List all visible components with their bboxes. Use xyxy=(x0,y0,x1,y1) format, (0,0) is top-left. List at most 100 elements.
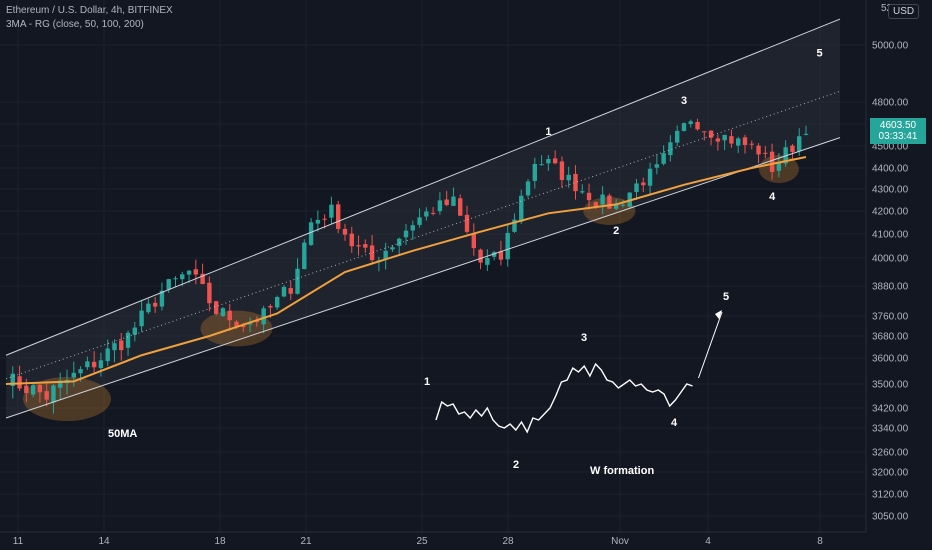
candle-body xyxy=(349,233,354,247)
candle-body xyxy=(288,288,293,294)
price-axis[interactable]: 3050.00 3120.00 3200.00 3260.00 3340.00 3420.… xyxy=(872,3,909,523)
candle-body xyxy=(71,372,76,378)
candle-body xyxy=(546,159,551,164)
date-tick-label: Nov xyxy=(611,536,629,547)
w-formation-drawing: 1 2 3 4 5 xyxy=(424,291,729,471)
candle-body xyxy=(580,191,585,193)
candle-body xyxy=(44,391,49,400)
candle-body xyxy=(573,173,578,192)
candle-body xyxy=(254,320,260,323)
candle-body xyxy=(756,145,761,155)
candle-body xyxy=(674,130,680,143)
price-tick-label: 4000.00 xyxy=(872,254,909,265)
price-tick-label: 3200.00 xyxy=(872,468,909,479)
candle-body xyxy=(186,270,192,275)
candle-body xyxy=(417,217,422,225)
candle-body xyxy=(146,303,151,313)
annotation-50ma: 50MA xyxy=(108,428,137,440)
candle-body xyxy=(607,195,612,209)
candle-body xyxy=(519,195,524,222)
candlesticks xyxy=(10,118,809,414)
candle-body xyxy=(641,182,646,186)
candle-body xyxy=(437,200,443,212)
candle-body xyxy=(498,251,504,260)
candle-body xyxy=(485,258,490,265)
candle-body xyxy=(24,385,29,394)
candle-body xyxy=(464,214,470,232)
candle-body xyxy=(119,340,124,351)
candle-body xyxy=(234,321,239,327)
candle-body xyxy=(268,305,273,308)
wave-labels: 1 2 3 4 5 xyxy=(545,47,822,237)
candle-body xyxy=(363,244,368,248)
price-tick-label-top: 52 xyxy=(881,3,893,14)
candle-body xyxy=(424,211,429,217)
w-arrow-head xyxy=(715,310,722,319)
candle-body xyxy=(173,278,178,280)
w-formation-path xyxy=(435,362,693,434)
candle-body xyxy=(458,198,463,216)
candle-body xyxy=(180,274,185,280)
candle-body xyxy=(647,168,653,186)
price-tick-label: 4500.00 xyxy=(872,142,909,153)
w-label-1: 1 xyxy=(424,376,430,388)
candle-body xyxy=(668,142,673,156)
candle-body xyxy=(532,164,538,181)
date-tick-label: 25 xyxy=(416,536,428,547)
candle-body xyxy=(322,218,327,220)
candle-body xyxy=(749,143,754,145)
candle-body xyxy=(159,290,165,307)
candle-body xyxy=(281,286,287,297)
candle-body xyxy=(708,130,714,138)
bar-countdown: 03:33:41 xyxy=(878,131,918,142)
channel-upper-line xyxy=(5,18,841,356)
candle-body xyxy=(315,219,321,224)
candle-body xyxy=(688,121,693,125)
candle-body xyxy=(132,327,138,335)
candle-body xyxy=(742,137,748,146)
symbol-title[interactable]: Ethereum / U.S. Dollar, 4h, BITFINEX xyxy=(6,5,173,16)
candle-body xyxy=(478,249,483,263)
highlight-zone-0 xyxy=(23,377,112,421)
candle-body xyxy=(566,174,571,181)
date-tick-label: 11 xyxy=(13,536,24,547)
price-tick-label: 3420.00 xyxy=(872,404,909,415)
wave-label-2: 2 xyxy=(613,225,619,237)
candle-body xyxy=(227,310,232,321)
candle-body xyxy=(702,131,707,133)
candle-body xyxy=(444,199,449,206)
wave-label-1: 1 xyxy=(545,126,551,138)
candle-body xyxy=(342,228,348,235)
candle-body xyxy=(403,230,409,238)
candle-body xyxy=(695,121,700,130)
candle-body xyxy=(539,164,544,166)
currency-badge[interactable]: USD xyxy=(888,4,920,19)
candle-body xyxy=(769,151,775,172)
candle-body xyxy=(397,238,402,246)
price-tick-label: 3050.00 xyxy=(872,512,909,523)
candle-body xyxy=(654,164,660,168)
candle-body xyxy=(356,245,361,247)
date-tick-label: 18 xyxy=(214,536,226,547)
price-tick-label: 5000.00 xyxy=(872,41,909,52)
w-label-4: 4 xyxy=(671,417,678,429)
candle-body xyxy=(369,245,375,261)
candle-body xyxy=(600,194,605,205)
candle-body xyxy=(308,222,314,245)
channel-fill xyxy=(6,19,840,419)
candle-body xyxy=(729,136,734,144)
indicator-legend[interactable]: 3MA - RG (close, 50, 100, 200) xyxy=(6,19,144,30)
date-tick-label: 4 xyxy=(705,536,711,547)
candle-body xyxy=(98,360,104,369)
candle-body xyxy=(451,196,456,206)
price-tick-label: 3500.00 xyxy=(872,380,909,391)
candle-body xyxy=(152,302,158,307)
candle-body xyxy=(471,233,476,249)
current-price: 4603.50 xyxy=(879,120,917,131)
time-axis[interactable]: 11 14 18 21 25 28 Nov 4 8 xyxy=(13,536,823,547)
candle-body xyxy=(261,308,266,325)
candle-body xyxy=(10,373,15,387)
candle-body xyxy=(736,138,741,146)
price-tick-label: 3340.00 xyxy=(872,424,909,435)
